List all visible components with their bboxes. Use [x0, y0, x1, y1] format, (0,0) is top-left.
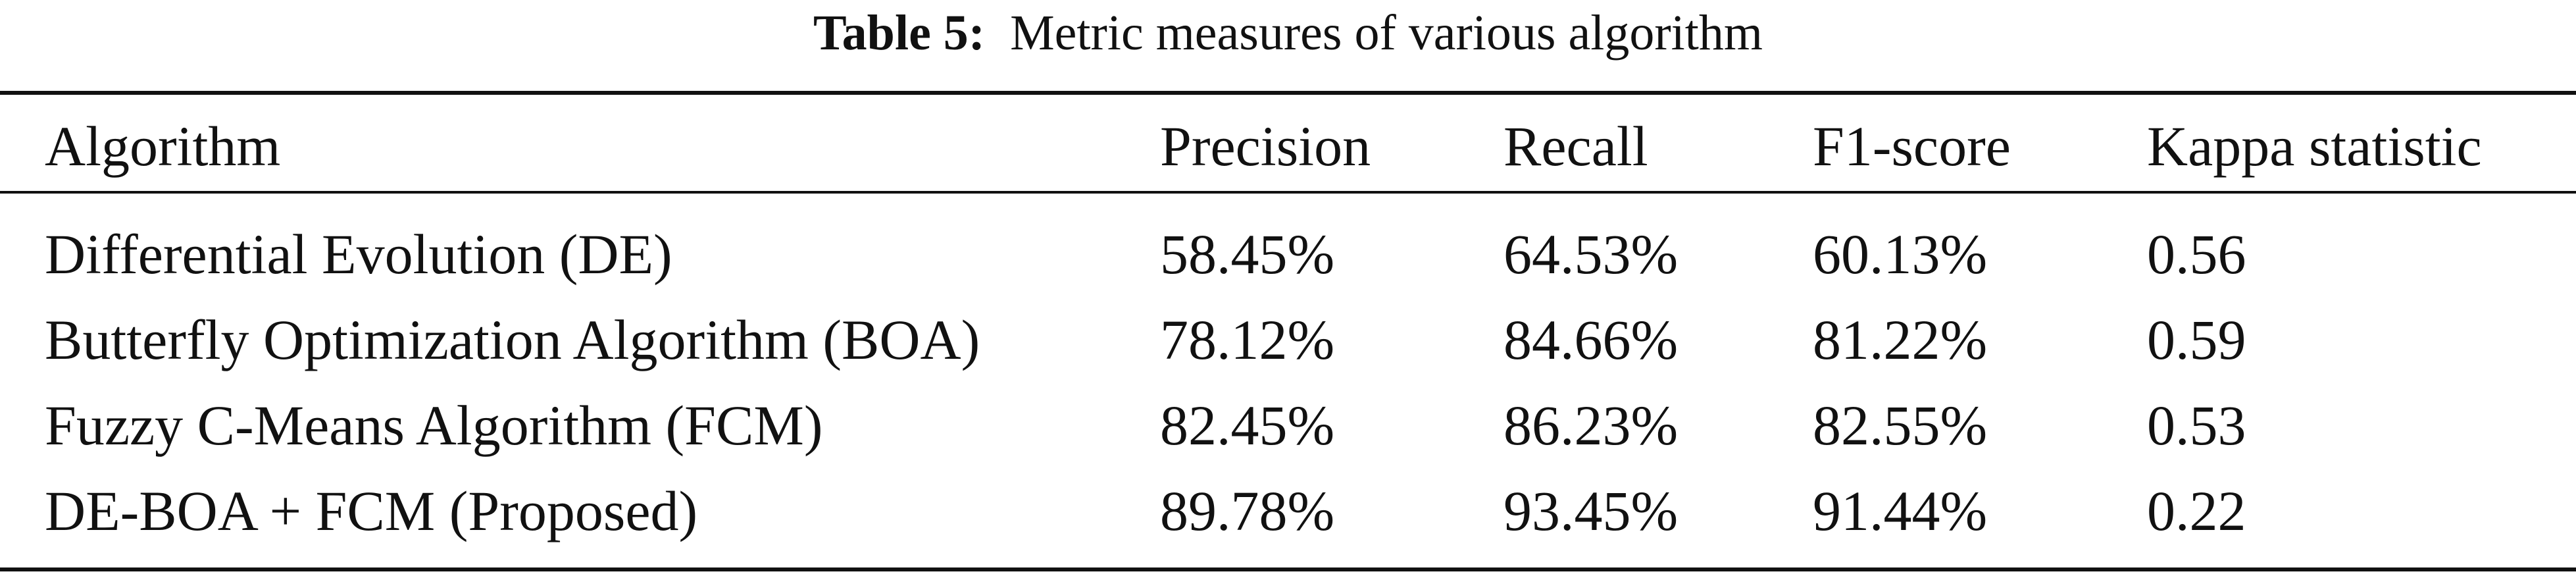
algorithm-cell: Fuzzy C-Means Algorithm (FCM): [45, 394, 823, 457]
recall-cell: 64.53%: [1503, 223, 1679, 286]
table-bottom-rule: [0, 567, 2576, 571]
precision-cell: 78.12%: [1160, 308, 1335, 371]
column-header-precision: Precision: [1160, 115, 1371, 178]
kappa-statistic-cell: 0.22: [2147, 479, 2246, 542]
kappa-statistic-cell: 0.59: [2147, 308, 2246, 371]
kappa-statistic-cell: 0.53: [2147, 394, 2246, 457]
recall-cell: 84.66%: [1503, 308, 1679, 371]
table-caption: Table 5: Metric measures of various algo…: [0, 0, 2576, 72]
column-header-recall: Recall: [1503, 115, 1648, 178]
column-header-f1-score: F1-score: [1813, 115, 2011, 178]
algorithm-cell: DE-BOA + FCM (Proposed): [45, 479, 698, 542]
table-top-rule: [0, 91, 2576, 95]
algorithm-cell: Butterfly Optimization Algorithm (BOA): [45, 308, 980, 371]
recall-cell: 86.23%: [1503, 394, 1679, 457]
f1-score-cell: 60.13%: [1813, 223, 1988, 286]
column-header-algorithm: Algorithm: [45, 115, 281, 178]
f1-score-cell: 91.44%: [1813, 479, 1988, 542]
f1-score-cell: 81.22%: [1813, 308, 1988, 371]
precision-cell: 58.45%: [1160, 223, 1335, 286]
column-header-kappa-statistic: Kappa statistic: [2147, 115, 2482, 178]
f1-score-cell: 82.55%: [1813, 394, 1988, 457]
recall-cell: 93.45%: [1503, 479, 1679, 542]
precision-cell: 82.45%: [1160, 394, 1335, 457]
algorithm-cell: Differential Evolution (DE): [45, 223, 672, 286]
kappa-statistic-cell: 0.56: [2147, 223, 2246, 286]
table-caption-label: Table 5:: [813, 5, 986, 61]
table-header-rule: [0, 191, 2576, 194]
table-caption-text: Metric measures of various algorithm: [1010, 5, 1763, 61]
precision-cell: 89.78%: [1160, 479, 1335, 542]
